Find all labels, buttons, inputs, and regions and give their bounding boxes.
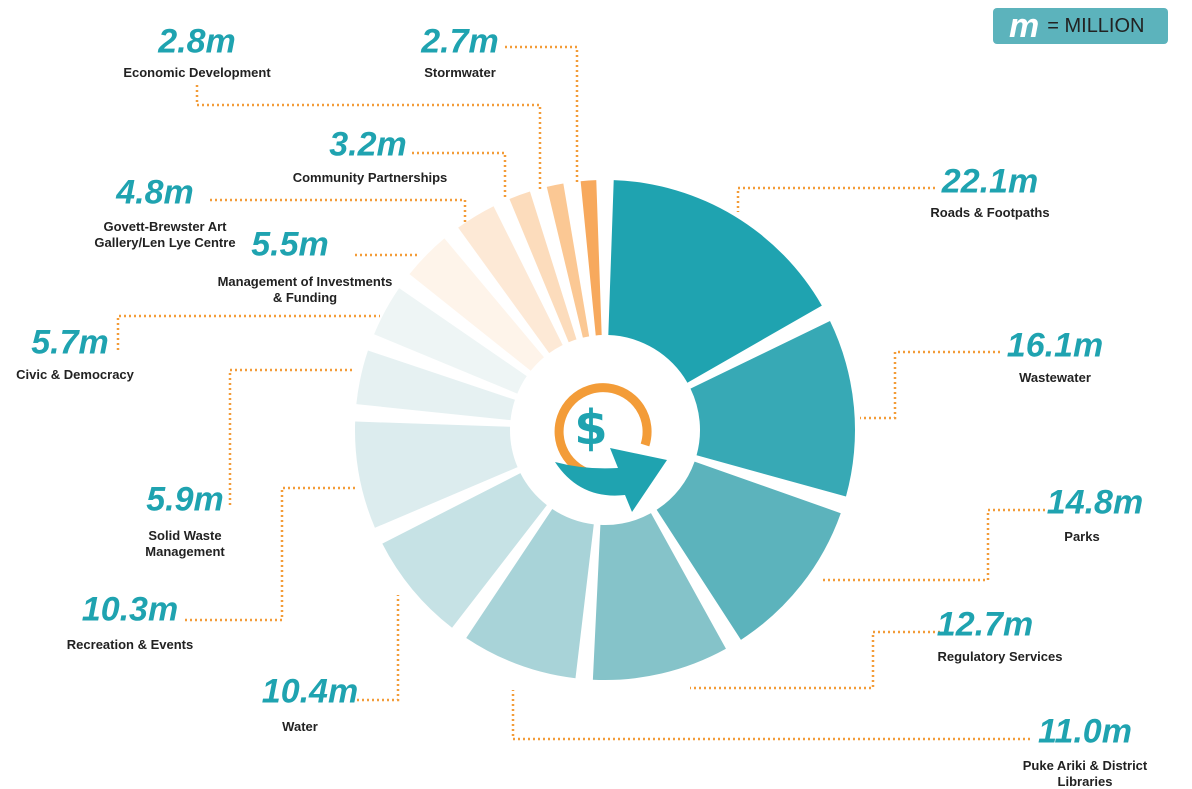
category-label: Civic & Democracy <box>16 367 134 382</box>
category-label: Roads & Footpaths <box>930 205 1050 220</box>
category-label: Management of Investments & Funding <box>217 274 393 305</box>
wedge <box>690 321 856 497</box>
leader-line <box>505 45 579 183</box>
category-label: Wastewater <box>1019 370 1091 385</box>
wedge <box>580 180 602 336</box>
value-label: 10.3m <box>81 590 179 629</box>
value-label: 3.2m <box>329 125 407 164</box>
category-label: Parks <box>1064 529 1100 544</box>
leader-line <box>412 151 507 200</box>
category-label: Stormwater <box>424 65 496 80</box>
wedge <box>409 238 544 371</box>
value-label: 11.0m <box>1038 712 1132 751</box>
leader-line <box>511 690 1030 741</box>
wedge <box>546 183 590 338</box>
leader-line <box>228 368 355 505</box>
value-label: 4.8m <box>116 173 194 212</box>
category-label: Economic Development <box>123 65 271 80</box>
value-label: 5.5m <box>251 225 329 264</box>
unit-symbol: m <box>1009 7 1040 45</box>
value-label: 14.8m <box>1046 483 1144 522</box>
value-label: 10.4m <box>261 672 359 711</box>
wedge <box>374 288 527 394</box>
value-label: 22.1m <box>941 162 1039 201</box>
wedge <box>592 513 726 680</box>
category-label: Community Partnerships <box>292 170 448 185</box>
leader-line <box>116 314 380 350</box>
leader-line <box>736 186 935 212</box>
unit-legend: m = MILLION <box>993 8 1168 44</box>
leader-line <box>357 595 400 702</box>
wedge <box>356 350 515 421</box>
value-label: 5.7m <box>31 323 109 362</box>
value-label: 2.8m <box>158 22 236 61</box>
wedge <box>608 180 822 383</box>
category-label: Water <box>282 719 318 734</box>
leader-line <box>690 630 940 690</box>
value-label: 2.7m <box>421 22 499 61</box>
wedge <box>382 473 547 628</box>
wedge <box>656 461 841 640</box>
value-label: 12.7m <box>936 605 1034 644</box>
category-label: Puke Ariki & District Libraries <box>1022 758 1148 789</box>
wedge <box>466 509 594 679</box>
leader-line <box>210 198 467 225</box>
unit-text: = MILLION <box>1047 14 1145 37</box>
wedge <box>509 191 577 343</box>
value-label: 16.1m <box>1006 326 1104 365</box>
wedge <box>354 421 518 528</box>
leader-line <box>185 486 355 622</box>
dollar-icon: $ <box>554 383 667 512</box>
svg-text:$: $ <box>574 400 607 456</box>
value-label: 5.9m <box>146 480 224 519</box>
category-label: Govett-Brewster Art Gallery/Len Lye Cent… <box>94 219 236 250</box>
category-label: Solid Waste Management <box>145 528 225 559</box>
category-label: Recreation & Events <box>66 637 194 652</box>
category-label: Regulatory Services <box>937 649 1063 664</box>
leader-line <box>820 508 1045 582</box>
wedge <box>458 206 563 354</box>
leader-line <box>195 85 542 190</box>
